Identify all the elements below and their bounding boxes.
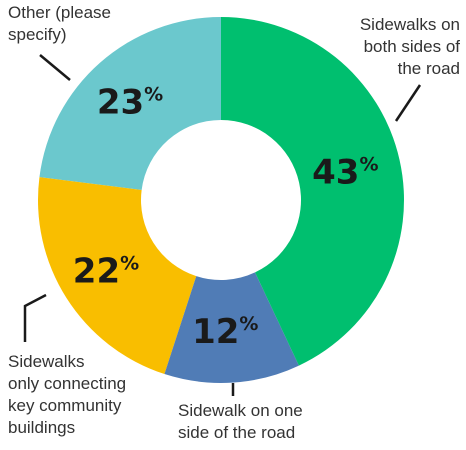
category-label: Sidewalk on one side of the road (178, 401, 303, 442)
leader-line (39, 54, 71, 81)
donut-slice (221, 17, 404, 366)
donut-slice (39, 17, 221, 190)
donut-slice (37, 177, 197, 375)
category-label: Other (please specify) (8, 3, 111, 44)
category-label: Sidewalks only connecting key community … (8, 352, 127, 437)
leader-line (23, 293, 47, 342)
donut-slice (164, 272, 299, 383)
value-label: 23% (97, 82, 163, 122)
value-label: 43% (312, 152, 378, 192)
value-label: 22% (73, 251, 139, 291)
category-label: Sidewalks on both sides of the road (359, 15, 460, 78)
leader-line (394, 84, 422, 122)
value-label: 12% (192, 312, 258, 352)
